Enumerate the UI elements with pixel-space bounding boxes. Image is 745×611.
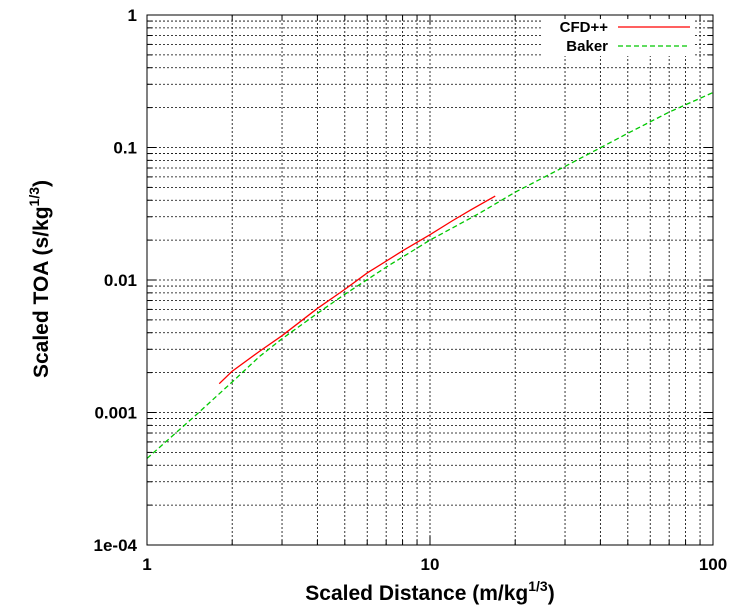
y-tick-label: 1e-04	[94, 536, 138, 555]
y-tick-label: 0.001	[94, 404, 137, 423]
legend-background	[542, 19, 694, 37]
legend: CFD++ Baker	[542, 19, 694, 56]
series-lines	[146, 91, 714, 459]
axis-ticks	[147, 15, 713, 545]
y-tick-label: 0.1	[113, 139, 137, 158]
x-tick-label: 1	[142, 555, 151, 574]
x-tick-label: 10	[421, 555, 440, 574]
legend-background	[542, 38, 694, 56]
tick-labels: 1 10 100 1e-04 0.001 0.01 0.1 1	[94, 6, 728, 574]
series-line-baker	[146, 91, 714, 459]
y-tick-label: 1	[128, 6, 137, 25]
y-axis-title: Scaled TOA (s/kg1/3)	[26, 180, 53, 378]
legend-label: CFD++	[560, 19, 609, 36]
series-line-cfd-	[218, 195, 496, 385]
x-tick-label: 100	[699, 555, 727, 574]
x-axis-title: Scaled Distance (m/kg1/3)	[305, 578, 554, 605]
y-tick-label: 0.01	[104, 271, 137, 290]
grid	[147, 15, 713, 545]
legend-label: Baker	[566, 38, 608, 55]
